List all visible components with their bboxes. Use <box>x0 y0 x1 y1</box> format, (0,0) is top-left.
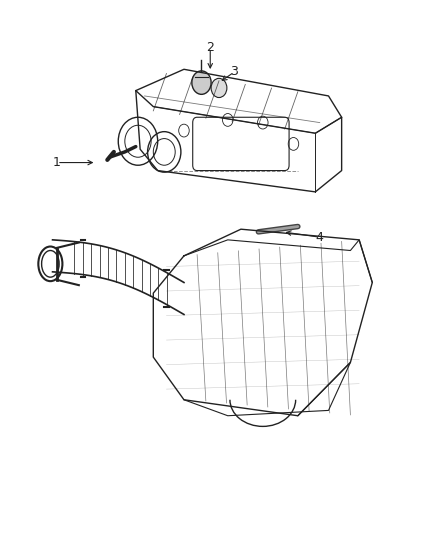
Text: 2: 2 <box>206 42 214 54</box>
Text: 4: 4 <box>316 231 324 244</box>
Text: 1: 1 <box>53 156 61 169</box>
Circle shape <box>211 78 227 98</box>
Text: 3: 3 <box>230 66 238 78</box>
Circle shape <box>192 71 211 94</box>
